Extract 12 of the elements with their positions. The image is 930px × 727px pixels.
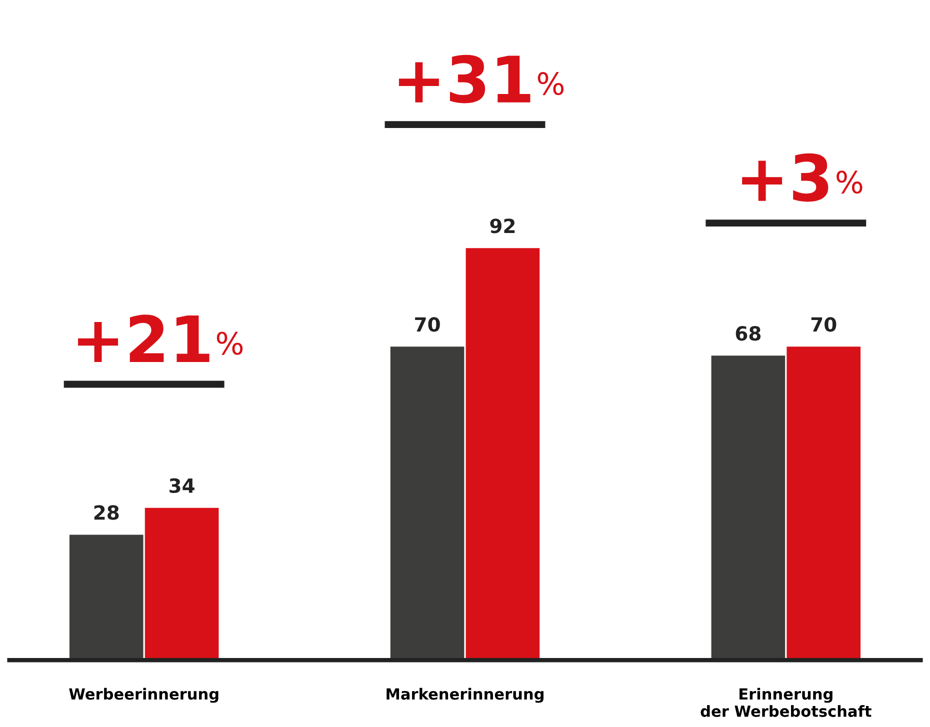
data-label: 70 bbox=[415, 317, 440, 332]
data-label: 92 bbox=[490, 218, 515, 234]
x-tick-label: Markenerinnerung bbox=[386, 688, 544, 703]
data-label: 34 bbox=[170, 478, 194, 493]
x-tick-label: Erinnerung der Werbebotschaft bbox=[700, 688, 872, 717]
x-tick-label: Werbeerinnerung bbox=[69, 688, 218, 703]
data-label: 68 bbox=[736, 326, 761, 341]
annotation: +21% bbox=[78, 314, 243, 362]
text: +3% bbox=[742, 153, 862, 202]
data-label: 28 bbox=[94, 505, 119, 520]
data-label: 70 bbox=[811, 317, 836, 332]
text: +31% bbox=[398, 54, 564, 104]
